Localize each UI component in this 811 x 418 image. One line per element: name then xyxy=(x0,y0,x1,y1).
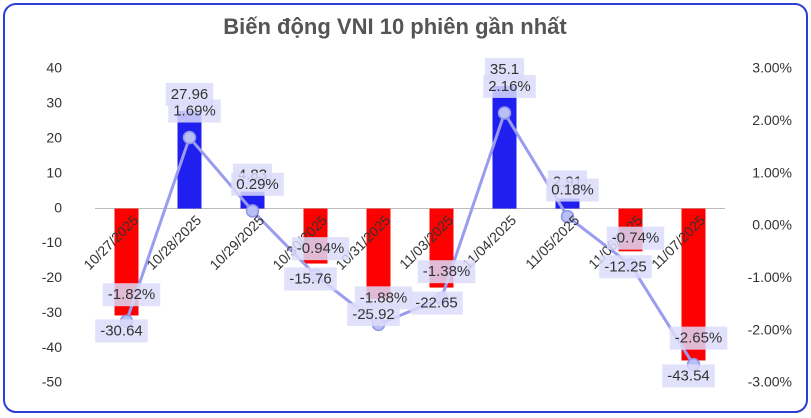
line-value-label-group: -1.82% xyxy=(102,283,161,307)
line-marker xyxy=(497,106,512,120)
line-value-label-bg xyxy=(231,172,284,196)
bar-value-label: 35.1 xyxy=(490,61,519,78)
line-value-label-bg xyxy=(102,283,161,307)
line xyxy=(125,109,695,366)
chart-title: Biến động VNI 10 phiên gần nhất xyxy=(223,14,567,39)
line-marker xyxy=(560,209,575,224)
line-value-label: -1.88% xyxy=(360,289,408,306)
line-value-label-group: -2.65% xyxy=(669,326,728,350)
bar-value-label: -43.54 xyxy=(667,367,710,384)
bar-value-label-group: -12.25 xyxy=(599,255,652,279)
line-value-label: -1.38% xyxy=(423,263,471,280)
bar-value-label-group: -30.64 xyxy=(95,319,148,343)
bar-value-label-bg xyxy=(410,291,463,315)
line-value-label-group: -0.74% xyxy=(606,226,665,250)
line-value-label-bg xyxy=(354,286,413,310)
bar-value-label-bg xyxy=(662,364,715,388)
line-value-label-group: 0.18% xyxy=(546,178,599,202)
line-value-label: 0.29% xyxy=(236,176,279,193)
y-tick-label: -30 xyxy=(42,304,62,320)
line-value-label: 0.18% xyxy=(551,182,594,199)
bar xyxy=(366,208,391,299)
y-tick-label: 10 xyxy=(46,164,62,180)
line-value-label: -1.82% xyxy=(108,286,156,303)
y-tick-label: 20 xyxy=(46,129,62,145)
y2-tick-label: 1.00% xyxy=(752,164,792,180)
line-value-label-bg xyxy=(606,226,665,250)
line-value-label: -0.94% xyxy=(297,240,345,257)
bar-value-label-bg xyxy=(284,267,337,291)
y-tick-label: 40 xyxy=(46,60,62,76)
line-value-label-group: -1.38% xyxy=(417,260,476,284)
bar xyxy=(492,86,517,209)
line-value-label: 1.69% xyxy=(173,103,216,120)
bar-value-label: 27.96 xyxy=(171,86,209,103)
y-tick-label: -40 xyxy=(42,339,62,355)
y-tick-label: -10 xyxy=(42,234,62,250)
y-tick-label: -50 xyxy=(42,374,62,390)
line-value-label-bg xyxy=(168,99,221,123)
line-value-label: -2.65% xyxy=(675,330,723,347)
bar-value-label-group: -43.54 xyxy=(662,364,715,388)
line-value-label-bg xyxy=(669,326,728,350)
line-value-label-bg xyxy=(546,178,599,202)
bar xyxy=(555,198,580,209)
y-tick-label: 0 xyxy=(54,199,62,215)
bar-value-label: -30.64 xyxy=(100,322,143,339)
line-value-label-bg xyxy=(483,74,536,98)
bar-value-label-group: -15.76 xyxy=(284,267,337,291)
y2-tick-label: -2.00% xyxy=(748,321,792,337)
y2-tick-label: -3.00% xyxy=(748,374,792,390)
line-value-label-group: 1.69% xyxy=(168,99,221,123)
line-value-label-group: -0.94% xyxy=(291,237,350,261)
line-value-label-bg xyxy=(417,260,476,284)
y2-tick-label: 0.00% xyxy=(752,217,792,233)
y2-tick-label: -1.00% xyxy=(748,269,792,285)
bar-value-label: -15.76 xyxy=(289,271,332,288)
bar-value-label-bg xyxy=(599,255,652,279)
line-value-label-group: 0.29% xyxy=(231,172,284,196)
y2-tick-label: 2.00% xyxy=(752,112,792,128)
line-value-label-bg xyxy=(291,237,350,261)
line-value-label-group: 2.16% xyxy=(483,74,536,98)
line-marker xyxy=(245,204,260,218)
line-value-label: 2.16% xyxy=(488,78,531,95)
y-tick-label: -20 xyxy=(42,269,62,285)
bar-value-label: -25.92 xyxy=(352,306,395,323)
line-value-label-group: -1.88% xyxy=(354,286,413,310)
line-value-label: -0.74% xyxy=(612,230,660,247)
bar-value-label-group: -22.65 xyxy=(410,291,463,315)
bar-value-label: -22.65 xyxy=(415,295,458,312)
bar-value-label: -12.25 xyxy=(604,258,647,275)
y-tick-label: 30 xyxy=(46,95,62,111)
bar-value-label-bg xyxy=(95,319,148,343)
line-marker xyxy=(182,130,197,145)
y2-tick-label: 3.00% xyxy=(752,60,792,76)
